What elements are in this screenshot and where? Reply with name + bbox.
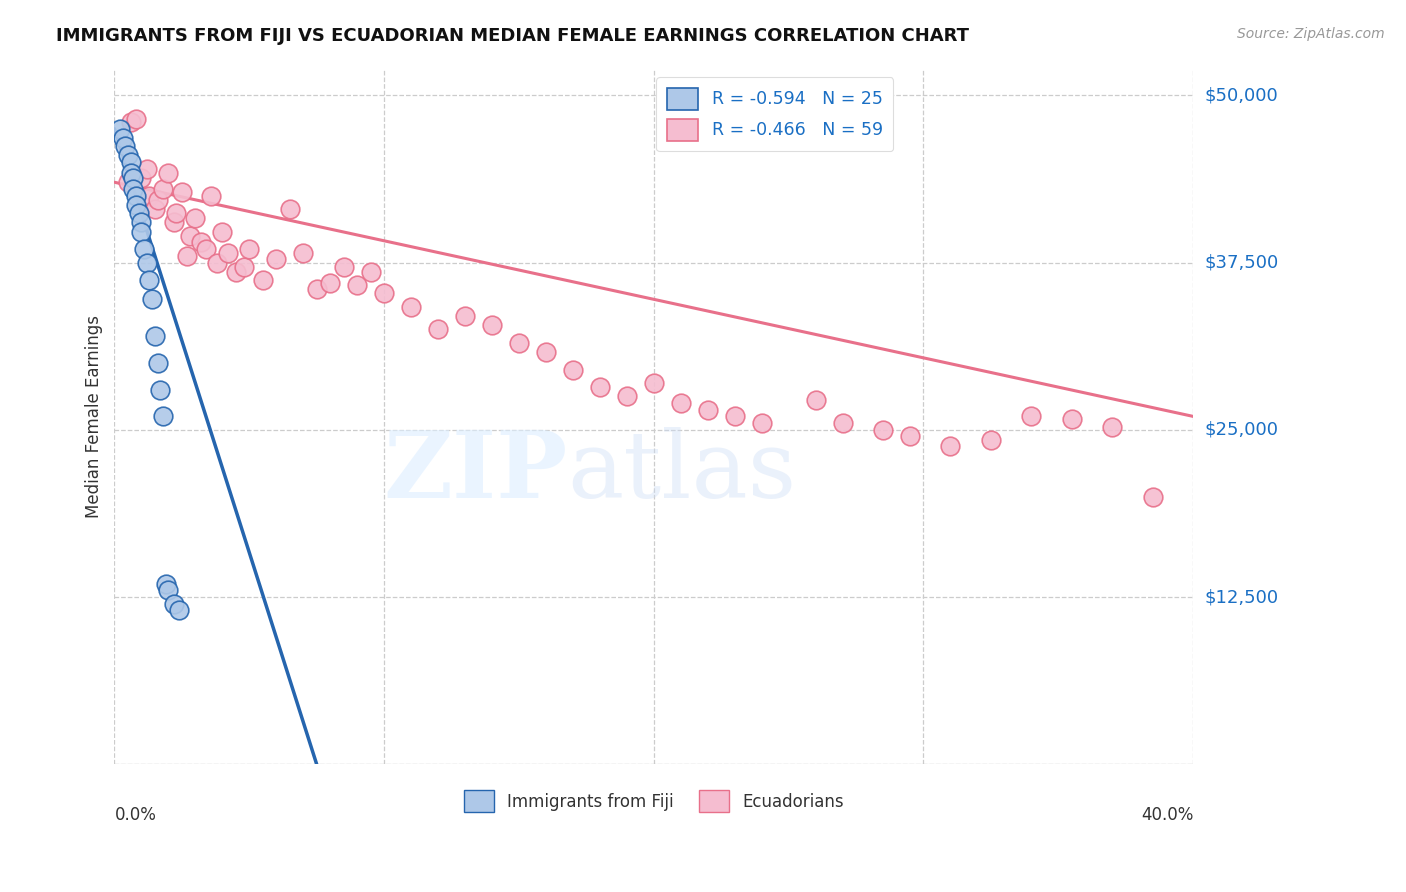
Point	[131, 171, 153, 186]
Point	[589, 380, 612, 394]
Text: IMMIGRANTS FROM FIJI VS ECUADORIAN MEDIAN FEMALE EARNINGS CORRELATION CHART: IMMIGRANTS FROM FIJI VS ECUADORIAN MEDIA…	[56, 27, 969, 45]
Point	[319, 276, 342, 290]
Point	[211, 225, 233, 239]
Point	[399, 300, 422, 314]
Point	[1101, 420, 1123, 434]
Point	[616, 389, 638, 403]
Legend: Immigrants from Fiji, Ecuadorians: Immigrants from Fiji, Ecuadorians	[457, 784, 851, 819]
Point	[131, 225, 153, 239]
Point	[146, 356, 169, 370]
Point	[205, 255, 228, 269]
Point	[831, 416, 853, 430]
Point	[138, 273, 160, 287]
Point	[481, 318, 503, 333]
Point	[217, 246, 239, 260]
Text: $25,000: $25,000	[1205, 421, 1278, 439]
Point	[120, 166, 142, 180]
Point	[128, 206, 150, 220]
Point	[163, 597, 186, 611]
Point	[125, 112, 148, 127]
Point	[120, 155, 142, 169]
Text: ZIP: ZIP	[384, 427, 568, 517]
Point	[278, 202, 301, 216]
Point	[534, 345, 557, 359]
Point	[117, 148, 139, 162]
Point	[332, 260, 354, 274]
Point	[373, 286, 395, 301]
Point	[360, 265, 382, 279]
Point	[170, 185, 193, 199]
Point	[724, 409, 747, 424]
Point	[939, 439, 962, 453]
Point	[980, 434, 1002, 448]
Point	[135, 255, 157, 269]
Point	[157, 583, 180, 598]
Point	[155, 576, 177, 591]
Point	[264, 252, 287, 266]
Point	[114, 139, 136, 153]
Point	[176, 249, 198, 263]
Point	[184, 211, 207, 226]
Point	[122, 182, 145, 196]
Point	[508, 335, 530, 350]
Point	[138, 188, 160, 202]
Point	[125, 188, 148, 202]
Point	[232, 260, 254, 274]
Point	[195, 242, 218, 256]
Point	[117, 175, 139, 189]
Point	[131, 215, 153, 229]
Point	[200, 188, 222, 202]
Point	[152, 409, 174, 424]
Point	[143, 202, 166, 216]
Point	[108, 121, 131, 136]
Text: atlas: atlas	[568, 427, 797, 517]
Text: $37,500: $37,500	[1205, 253, 1278, 271]
Point	[167, 603, 190, 617]
Point	[1021, 409, 1043, 424]
Point	[427, 322, 450, 336]
Point	[643, 376, 665, 390]
Point	[190, 235, 212, 250]
Point	[157, 166, 180, 180]
Point	[135, 161, 157, 176]
Point	[238, 242, 260, 256]
Text: 40.0%: 40.0%	[1140, 806, 1194, 824]
Point	[141, 292, 163, 306]
Text: $50,000: $50,000	[1205, 87, 1278, 104]
Point	[132, 242, 155, 256]
Point	[125, 198, 148, 212]
Point	[179, 228, 201, 243]
Text: Source: ZipAtlas.com: Source: ZipAtlas.com	[1237, 27, 1385, 41]
Point	[225, 265, 247, 279]
Point	[120, 115, 142, 129]
Point	[669, 396, 692, 410]
Point	[146, 193, 169, 207]
Point	[165, 206, 187, 220]
Point	[696, 402, 718, 417]
Point	[143, 329, 166, 343]
Point	[561, 362, 583, 376]
Point	[804, 393, 827, 408]
Point	[872, 423, 894, 437]
Text: 0.0%: 0.0%	[114, 806, 156, 824]
Point	[252, 273, 274, 287]
Point	[305, 282, 328, 296]
Point	[346, 278, 368, 293]
Point	[292, 246, 315, 260]
Text: $12,500: $12,500	[1205, 588, 1278, 606]
Point	[751, 416, 773, 430]
Point	[898, 429, 921, 443]
Point	[1060, 412, 1083, 426]
Point	[149, 383, 172, 397]
Point	[1142, 490, 1164, 504]
Point	[111, 131, 134, 145]
Point	[122, 171, 145, 186]
Y-axis label: Median Female Earnings: Median Female Earnings	[86, 315, 103, 518]
Point	[163, 215, 186, 229]
Point	[454, 309, 477, 323]
Point	[152, 182, 174, 196]
